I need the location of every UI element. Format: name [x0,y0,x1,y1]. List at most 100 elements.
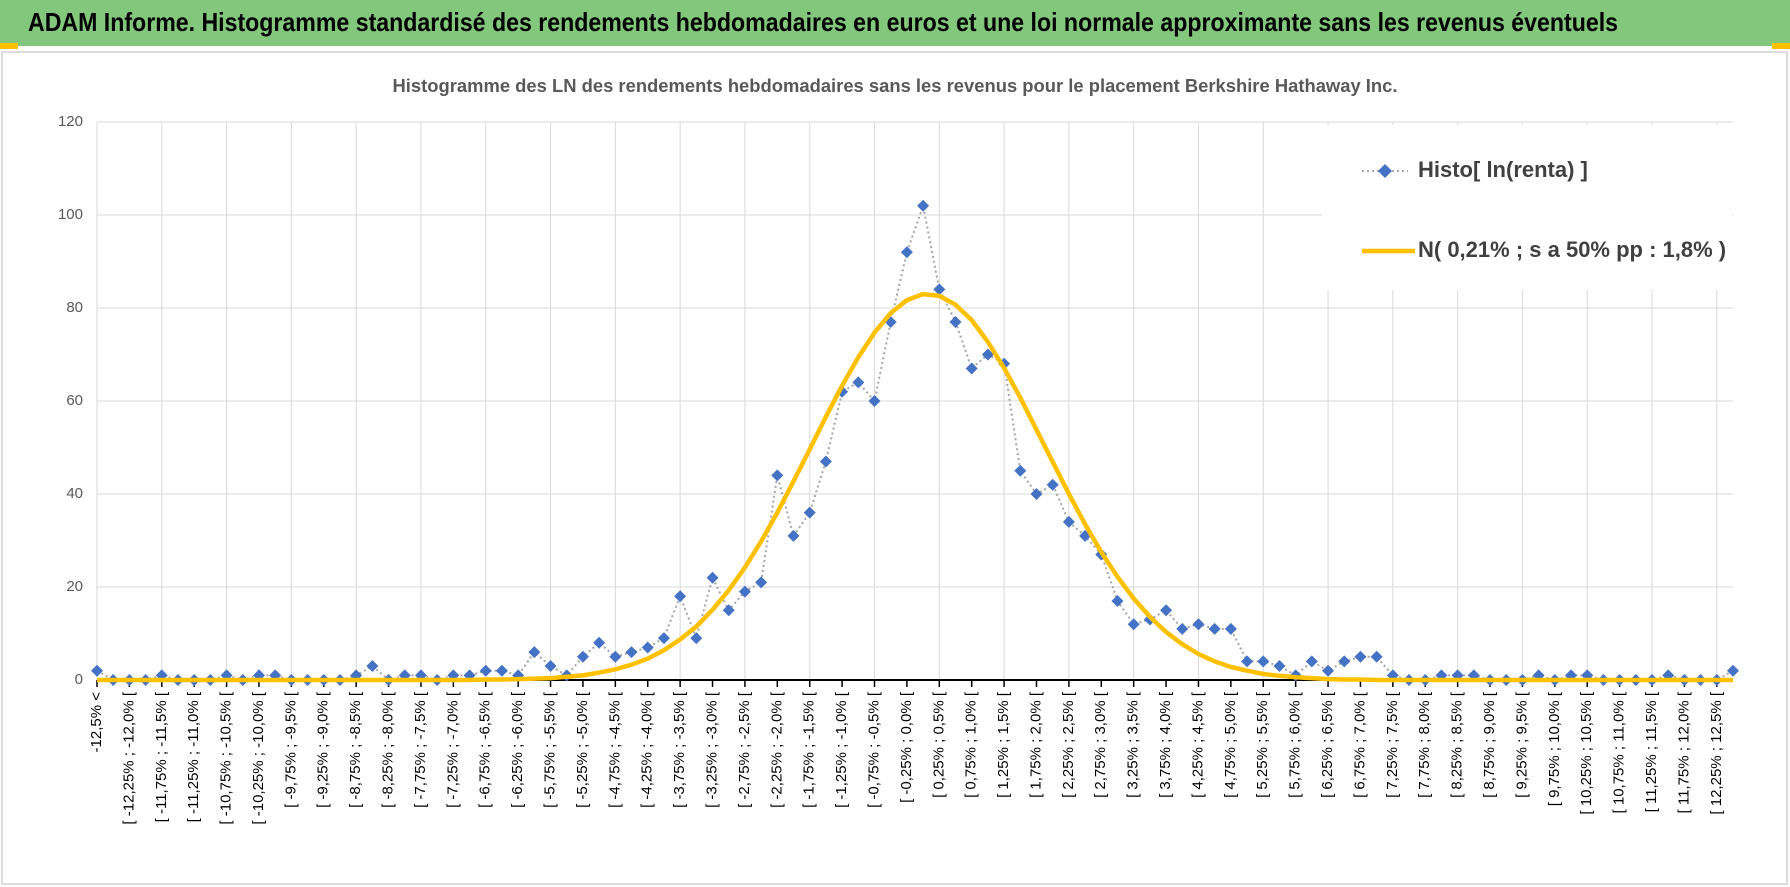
y-tick-label: 100 [58,206,83,223]
marker [674,590,687,603]
marker [965,362,978,375]
marker [1208,622,1221,635]
chart-frame [1,51,1788,885]
marker [787,529,800,542]
x-tick-label: [ 8,75% ; 9,0% [ [1481,691,1498,798]
marker [1727,664,1739,677]
chart-title: Histogramme des LN des rendements hebdom… [393,76,1398,96]
header-bar [0,0,1790,46]
marker [722,604,735,617]
marker [528,646,541,659]
marker [771,469,784,482]
marker [868,395,881,407]
x-tick-label: [ 3,75% ; 4,0% [ [1157,691,1174,798]
y-tick-label: 20 [66,578,83,595]
x-tick-label: [ -4,25% ; -4,0% [ [639,691,656,808]
marker [495,664,508,677]
marker [1030,488,1043,500]
x-tick-label: [ 0,25% ; 0,5% [ [930,691,947,798]
x-tick-label: [ 7,25% ; 7,5% [ [1384,691,1401,798]
x-tick-label: [ 0,75% ; 1,0% [ [963,691,980,798]
marker [1305,655,1318,668]
x-tick-label: [ 2,75% ; 3,0% [ [1092,691,1109,798]
y-tick-label: 0 [75,671,83,688]
marker [803,506,816,519]
x-tick-label: [ -10,25% ; -10,0% [ [250,691,267,824]
x-tick-label: [ 5,25% ; 5,5% [ [1254,691,1271,798]
marker [593,636,606,649]
marker [1062,515,1075,528]
x-tick-label: [ -8,25% ; -8,0% [ [380,691,397,808]
marker [1354,650,1367,663]
legend-label: Histo[ ln(renta) ] [1418,157,1588,182]
legend-marker [1378,164,1392,178]
x-tick-label: [ -6,75% ; -6,5% [ [477,691,494,808]
x-tick-label: [ 10,75% ; 11,0% [ [1611,691,1628,813]
x-tick-label: [ 6,75% ; 7,0% [ [1351,691,1368,798]
x-tick-label: [ 8,25% ; 8,5% [ [1449,691,1466,798]
marker [1338,655,1351,668]
marker [852,376,865,389]
marker [1192,618,1205,631]
marker [1224,622,1237,635]
x-tick-label: [ 4,75% ; 5,0% [ [1222,691,1239,798]
x-tick-label: [ -3,75% ; -3,5% [ [671,691,688,808]
marker [641,641,654,654]
marker [738,585,751,598]
x-tick-label: [ 4,25% ; 4,5% [ [1189,691,1206,798]
marker [690,632,703,645]
marker [933,283,946,296]
marker [706,571,719,584]
y-tick-label: 120 [58,113,83,130]
x-tick-label: [ 10,25% ; 10,5% [ [1578,691,1595,814]
x-tick-label: [ -7,25% ; -7,0% [ [444,691,461,808]
x-tick-label: [ 3,25% ; 3,5% [ [1125,691,1142,798]
marker [366,660,379,673]
x-tick-label: [ -2,25% ; -2,0% [ [768,691,785,808]
x-tick-label: [ -1,75% ; -1,5% [ [801,691,818,808]
marker [1273,660,1286,673]
marker [544,660,557,673]
marker [1176,622,1189,635]
marker [949,315,962,328]
y-tick-label: 40 [66,485,83,502]
x-tick-label: [ 5,75% ; 6,0% [ [1287,691,1304,798]
y-tick-label: 60 [66,392,83,409]
legend-background [1322,125,1732,290]
x-tick-label: [ -10,75% ; -10,5% [ [218,691,235,824]
x-tick-label: [ 6,25% ; 6,5% [ [1319,691,1336,798]
marker [900,246,913,259]
marker [576,650,589,663]
header-accent [0,43,18,49]
y-tick-label: 80 [66,299,83,316]
marker [1046,478,1059,491]
marker [1257,655,1270,668]
marker [819,455,832,468]
x-tick-label: [ 2,25% ; 2,5% [ [1060,691,1077,798]
x-tick-label: [ -11,75% ; -11,5% [ [153,691,170,822]
x-tick-label: -12,5% < [88,692,105,753]
x-tick-label: [ -6,25% ; -6,0% [ [509,691,526,808]
x-tick-label: [ 1,75% ; 2,0% [ [1027,691,1044,798]
x-tick-label: [ -5,25% ; -5,0% [ [574,691,591,808]
marker [91,664,103,677]
x-tick-label: [ 7,75% ; 8,0% [ [1416,691,1433,798]
x-tick-label: [ 9,75% ; 10,0% [ [1546,691,1563,806]
marker [609,650,622,663]
x-tick-label: [ -2,75% ; -2,5% [ [736,691,753,808]
x-tick-label: [ -0,25% ; 0,0% [ [898,691,915,803]
x-tick-label: [ -9,75% ; -9,5% [ [282,691,299,808]
x-tick-label: [ -7,75% ; -7,5% [ [412,691,429,808]
marker [657,632,670,645]
header-accent [1772,43,1790,49]
marker [479,664,492,677]
marker [625,646,638,659]
x-tick-label: [ -11,25% ; -11,0% [ [185,691,202,822]
marker [755,576,768,589]
x-tick-label: [ 9,25% ; 9,5% [ [1513,691,1530,798]
x-tick-label: [ -1,25% ; -1,0% [ [833,691,850,808]
x-tick-label: [ 1,25% ; 1,5% [ [995,691,1012,798]
x-tick-label: [ -5,75% ; -5,5% [ [542,691,559,808]
marker [981,348,994,361]
